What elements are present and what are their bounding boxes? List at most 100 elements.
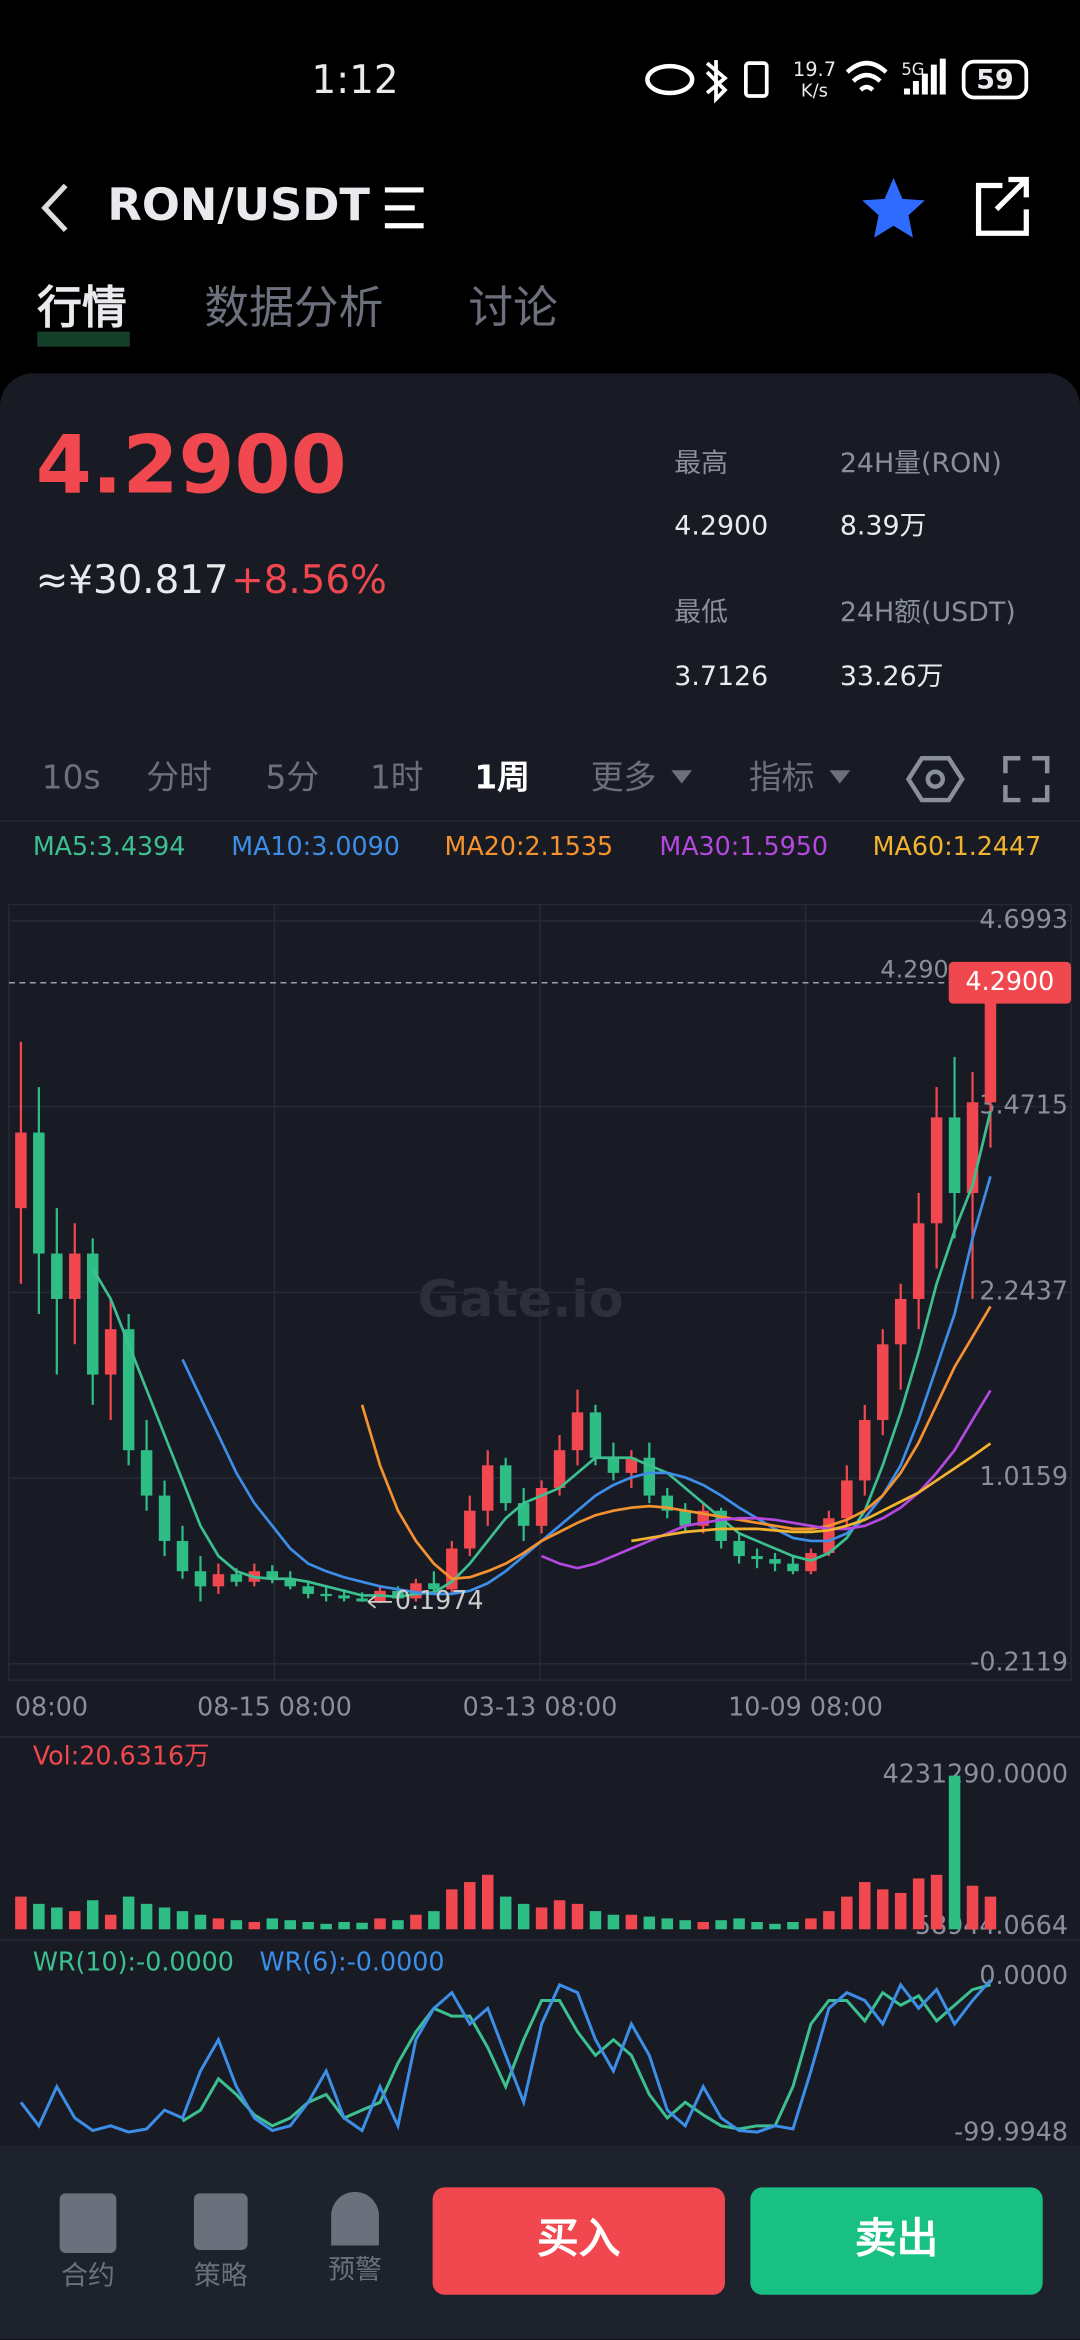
candle-body [661, 1495, 674, 1511]
volume-bar [751, 1922, 763, 1930]
candle-body [571, 1412, 584, 1451]
volume-bar [446, 1889, 458, 1930]
net-speed: 19.7 [793, 58, 836, 81]
stat-label: 最高 [674, 448, 728, 479]
ma-line [631, 1442, 992, 1543]
volume-bar [894, 1892, 907, 1930]
y-tick-label: 1.0159 [979, 1461, 1068, 1491]
tab[interactable]: 讨论 [468, 281, 558, 334]
candle-body [140, 1450, 153, 1496]
candle-body [499, 1465, 512, 1504]
buy-button[interactable] [432, 2187, 725, 2295]
candle-body [428, 1583, 440, 1590]
buy-label: 买入 [537, 2214, 621, 2263]
volume-bar [212, 1918, 225, 1930]
volume-bar [15, 1896, 27, 1930]
candle-body [697, 1510, 709, 1526]
volume-bar [464, 1882, 476, 1930]
pair-menu[interactable] [384, 187, 424, 229]
volume-bar [625, 1914, 638, 1930]
y-tick-label: 0.0000 [979, 1960, 1068, 1990]
sell-label: 卖出 [855, 2214, 939, 2263]
volume-bar [104, 1914, 117, 1930]
y-tick-label: 2.2437 [979, 1275, 1068, 1305]
candle-body [122, 1329, 135, 1451]
legend-entry: WR(6):-0.0000 [260, 1947, 445, 1977]
candle-body [679, 1510, 691, 1526]
candle-body [69, 1253, 81, 1299]
volume-bar [589, 1911, 602, 1930]
x-tick-label: 10-09 08:00 [728, 1692, 883, 1722]
candle-body [876, 1344, 889, 1420]
candle-body [410, 1583, 422, 1599]
stat-value: 33.26万 [840, 661, 944, 692]
interval[interactable]: 10s [42, 759, 101, 797]
volume-bar [679, 1920, 691, 1930]
candle-body [86, 1253, 99, 1375]
candle-body [589, 1412, 602, 1458]
settings-button[interactable] [905, 756, 965, 803]
volume-bar [607, 1914, 620, 1930]
candle-body [392, 1590, 404, 1599]
volume-bar [266, 1918, 279, 1930]
tab-active[interactable]: 行情 [37, 281, 127, 334]
volume-bar [733, 1918, 745, 1930]
candle-body [805, 1553, 817, 1572]
candle-body [607, 1457, 620, 1473]
nav-item[interactable]: 合约 [61, 2260, 115, 2291]
sell-button[interactable] [750, 2187, 1043, 2295]
candle-body [625, 1457, 638, 1473]
interval-active[interactable]: 1周 [474, 759, 530, 797]
volume-bar [948, 1775, 961, 1930]
nav-item[interactable]: 策略 [194, 2260, 248, 2291]
min-label: 0.1974 [395, 1585, 484, 1615]
battery-icon [961, 59, 1029, 100]
candle-body [553, 1450, 566, 1489]
last-price-tag [948, 961, 1072, 1004]
legend-entry: MA5:3.4394 [33, 831, 186, 861]
interval[interactable]: 更多 [591, 759, 657, 797]
candle-body [15, 1132, 27, 1209]
volume-bar [481, 1874, 494, 1930]
favorite-star[interactable] [862, 178, 925, 238]
fullscreen-button[interactable] [1003, 756, 1050, 803]
volume-bar [876, 1889, 889, 1930]
volume-bar [86, 1900, 99, 1930]
volume-bar [374, 1918, 386, 1930]
x-tick-label: 08:00 [15, 1692, 88, 1722]
stat-value: 8.39万 [840, 511, 927, 542]
legend-entry: WR(10):-0.0000 [33, 1947, 234, 1977]
volume-bar [517, 1903, 530, 1930]
stat-value: 4.2900 [674, 511, 768, 542]
candle-body [643, 1457, 656, 1496]
interval[interactable]: 1时 [370, 759, 424, 797]
nav-item[interactable]: 预警 [328, 2254, 382, 2285]
candle-body [320, 1593, 332, 1597]
stat-label: 24H额(USDT) [840, 597, 1016, 628]
share-button[interactable] [975, 176, 1029, 236]
interval[interactable]: 5分 [266, 759, 320, 797]
volume-bar [823, 1911, 835, 1930]
volume-bar [122, 1896, 135, 1930]
alert-icon [331, 2191, 379, 2246]
interval[interactable]: 分时 [146, 759, 212, 797]
change-pct: +8.56% [231, 558, 387, 603]
ma-line [360, 1305, 992, 1581]
back-button[interactable] [41, 183, 68, 233]
candle-body [751, 1556, 763, 1560]
stat-label: 最低 [674, 597, 728, 628]
y-tick-label: -99.9948 [954, 2117, 1068, 2147]
net-unit: K/s [801, 80, 828, 101]
interval[interactable]: 指标 [749, 759, 815, 797]
y-tick-label: 4.6993 [979, 904, 1068, 934]
candle-body [230, 1574, 243, 1582]
tab[interactable]: 数据分析 [204, 281, 383, 334]
volume-bar [69, 1911, 81, 1930]
volume-bar [284, 1920, 296, 1930]
volume-bar [33, 1903, 45, 1930]
signal-icon [903, 58, 946, 95]
candle-body [966, 1102, 979, 1194]
bluetooth-icon [705, 60, 728, 104]
legend-entry: MA30:1.5950 [659, 831, 828, 861]
contract-icon [59, 2193, 117, 2253]
